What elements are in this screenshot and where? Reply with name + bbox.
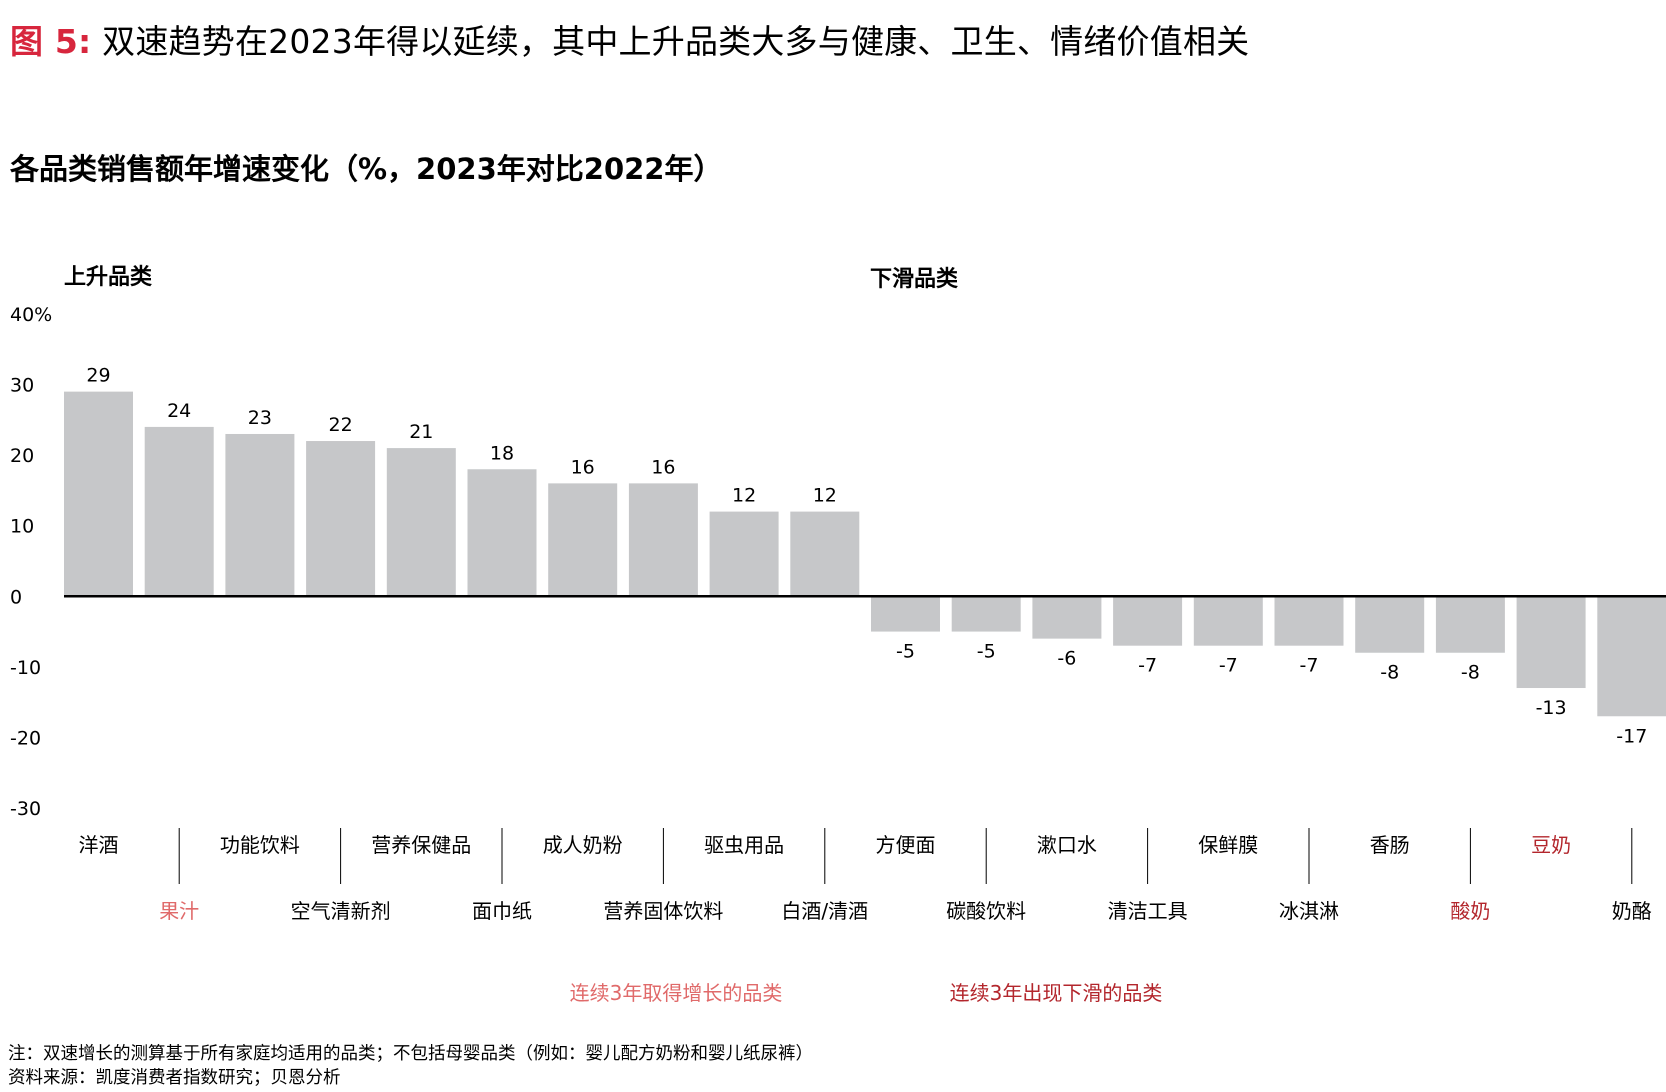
bar xyxy=(306,441,376,597)
bar xyxy=(548,483,618,597)
category-label: 营养保健品 xyxy=(371,833,471,857)
y-tick-label: 20 xyxy=(10,445,34,467)
category-label: 香肠 xyxy=(1370,833,1410,857)
data-label: 16 xyxy=(651,456,675,478)
bar xyxy=(144,426,214,597)
category-label: 成人奶粉 xyxy=(543,833,623,857)
data-label: 12 xyxy=(732,485,756,507)
category-label: 保鲜膜 xyxy=(1198,833,1258,857)
group-label-declining: 下滑品类 xyxy=(870,267,959,292)
data-label: 29 xyxy=(86,365,110,387)
bar xyxy=(628,483,698,597)
data-label: -5 xyxy=(977,641,996,663)
group-label-rising: 上升品类 xyxy=(64,265,153,290)
data-label: -17 xyxy=(1616,725,1647,747)
bar xyxy=(386,448,456,597)
bar xyxy=(1274,596,1344,646)
figure-label: 图 5: xyxy=(10,22,92,61)
category-label: 面巾纸 xyxy=(472,899,532,923)
category-label: 方便面 xyxy=(876,833,936,857)
category-label: 豆奶 xyxy=(1531,833,1571,857)
legend-rising-3yr: 连续3年取得增长的品类 xyxy=(570,981,783,1005)
y-tick-label: -10 xyxy=(10,657,41,679)
bar xyxy=(1193,596,1263,646)
category-label: 洋酒 xyxy=(79,833,119,857)
figure-title-text: 双速趋势在2023年得以延续，其中上升品类大多与健康、卫生、情绪价值相关 xyxy=(102,22,1250,61)
bar xyxy=(1435,596,1505,653)
bar xyxy=(1113,596,1183,646)
bar xyxy=(790,511,860,597)
data-label: 12 xyxy=(813,485,837,507)
bar xyxy=(467,469,537,597)
bar xyxy=(1516,596,1586,689)
data-label: -7 xyxy=(1219,655,1238,677)
bar xyxy=(64,391,133,597)
category-label: 清洁工具 xyxy=(1108,899,1188,923)
category-label: 果汁 xyxy=(159,899,199,923)
category-label: 酸奶 xyxy=(1450,899,1490,923)
category-label: 营养固体饮料 xyxy=(603,899,723,923)
category-label: 碳酸饮料 xyxy=(946,899,1026,923)
data-label: -7 xyxy=(1300,655,1319,677)
data-label: 22 xyxy=(329,414,353,436)
data-label: 24 xyxy=(167,400,191,422)
category-label: 驱虫用品 xyxy=(704,833,784,857)
bar xyxy=(1032,596,1102,639)
data-label: 16 xyxy=(571,456,595,478)
data-label: -7 xyxy=(1138,655,1157,677)
footnote: 注：双速增长的测算基于所有家庭均适用的品类；不包括母婴品类（例如：婴儿配方奶粉和… xyxy=(8,1044,813,1064)
bar xyxy=(709,511,779,597)
bar xyxy=(225,433,295,597)
y-tick-label: -30 xyxy=(10,798,41,820)
chart-title: 各品类销售额年增速变化（%，2023年对比2022年） xyxy=(10,152,723,186)
data-label: -5 xyxy=(896,641,915,663)
data-label: -13 xyxy=(1536,697,1567,719)
bar xyxy=(1597,596,1666,717)
y-tick-label: -20 xyxy=(10,727,41,749)
y-tick-label: 0 xyxy=(10,586,22,608)
data-label: 23 xyxy=(248,407,272,429)
category-label: 冰淇淋 xyxy=(1279,899,1339,923)
bar xyxy=(1355,596,1425,653)
data-label: 18 xyxy=(490,442,514,464)
source-note: 资料来源：凯度消费者指数研究；贝恩分析 xyxy=(8,1068,341,1088)
data-label: -8 xyxy=(1380,662,1399,684)
data-label: -6 xyxy=(1057,648,1076,670)
data-label: -8 xyxy=(1461,662,1480,684)
bar xyxy=(871,596,940,632)
y-tick-label: 10 xyxy=(10,516,34,538)
category-label: 白酒/清酒 xyxy=(781,899,868,923)
y-tick-label: 40% xyxy=(10,304,52,326)
category-label: 功能饮料 xyxy=(220,833,300,857)
y-tick-label: 30 xyxy=(10,375,34,397)
legend-declining-3yr: 连续3年出现下滑的品类 xyxy=(950,981,1163,1005)
category-label: 空气清新剂 xyxy=(291,899,391,923)
figure-title: 图 5: 双速趋势在2023年得以延续，其中上升品类大多与健康、卫生、情绪价值相… xyxy=(10,18,1249,66)
category-label: 奶酪 xyxy=(1612,899,1652,923)
data-label: 21 xyxy=(409,421,433,443)
bar xyxy=(951,596,1021,632)
category-label: 漱口水 xyxy=(1037,833,1097,857)
